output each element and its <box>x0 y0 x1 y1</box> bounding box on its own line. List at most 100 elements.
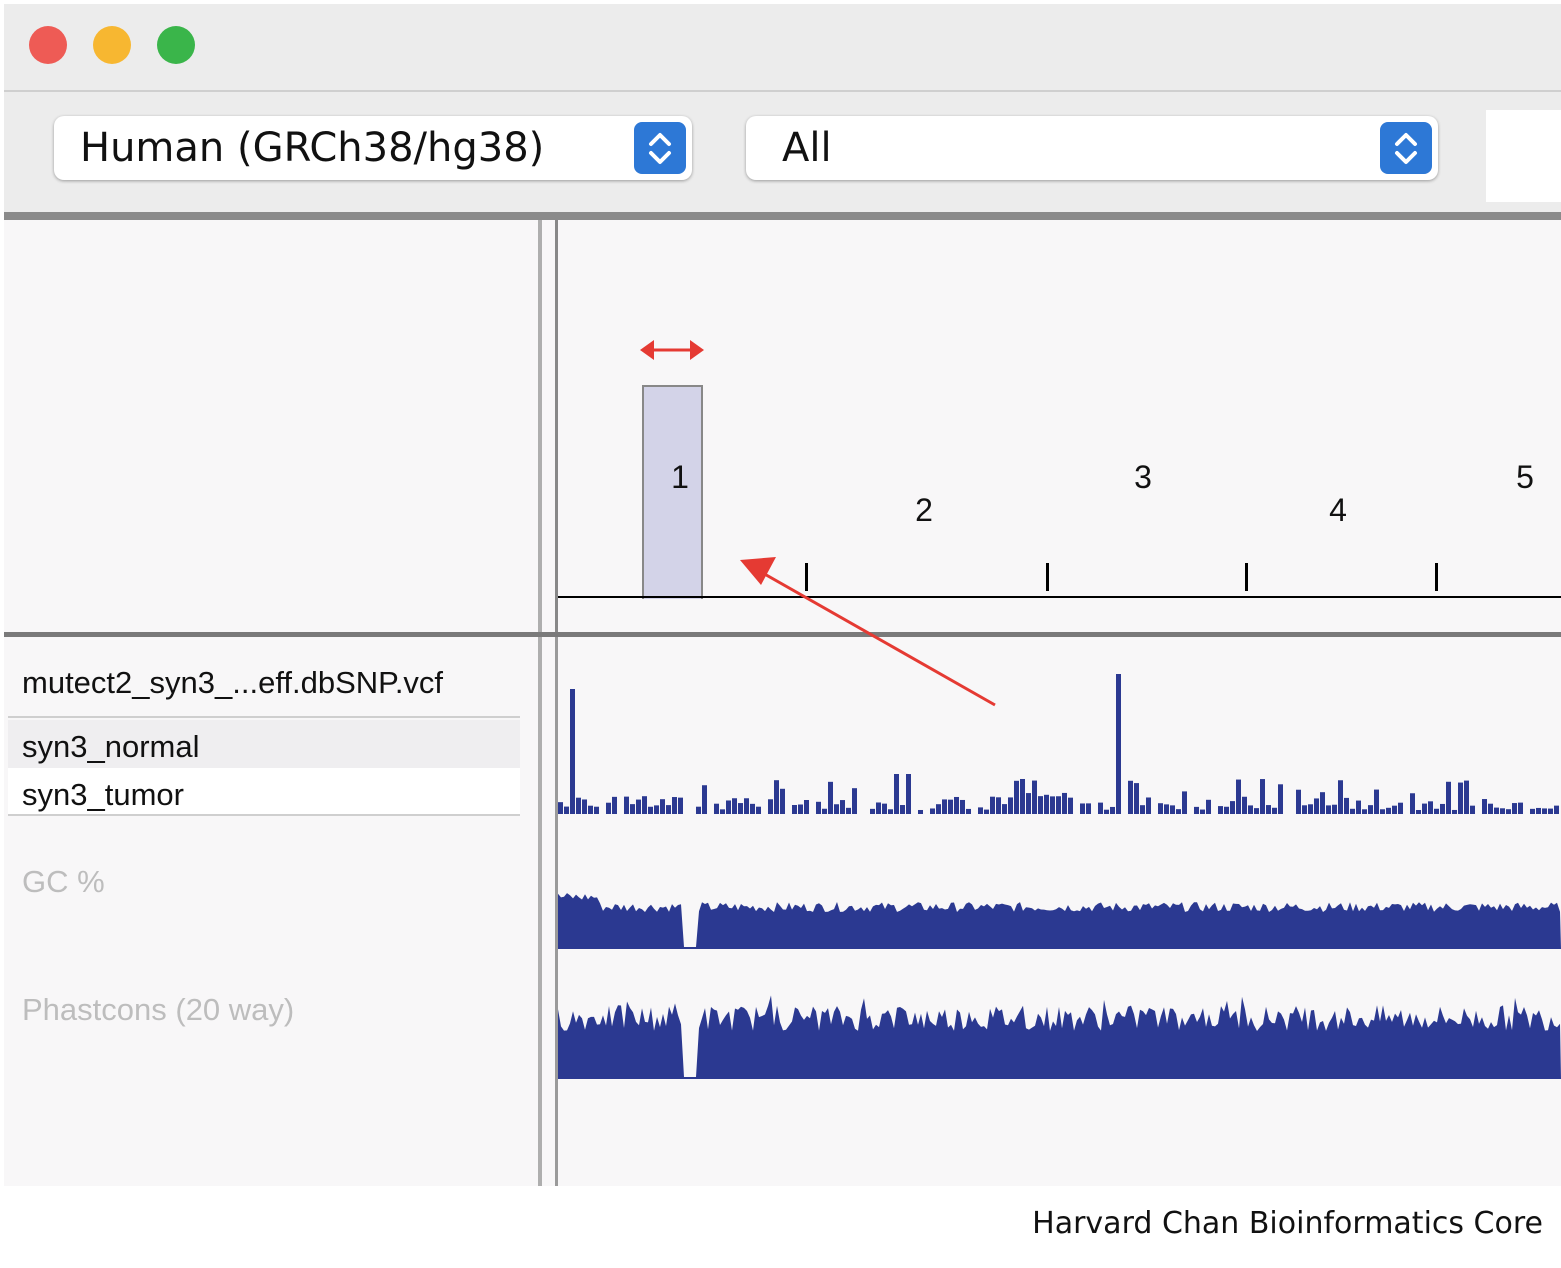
variant-density-bar <box>1026 793 1031 814</box>
chromosome-label[interactable]: 1 <box>671 459 689 495</box>
variant-density-bar <box>1002 804 1007 814</box>
panel-divider <box>555 637 558 1186</box>
locus-search-input[interactable] <box>1486 110 1561 202</box>
ideogram-divider[interactable] <box>4 632 1561 637</box>
variant-density-bar <box>942 799 947 814</box>
variant-density-bar <box>954 796 959 814</box>
toolbar-divider <box>4 212 1561 220</box>
panel-divider[interactable] <box>538 220 542 632</box>
variant-density-bar <box>1266 805 1271 814</box>
variant-density-bar <box>612 796 617 814</box>
chromosome-label[interactable]: 2 <box>915 492 933 528</box>
variant-density-bar <box>750 803 755 814</box>
variant-density-bar <box>1080 803 1085 814</box>
phastcons-profile <box>558 995 1561 1079</box>
ideogram-baseline <box>558 596 1561 598</box>
chromosome-select[interactable]: All <box>746 116 1438 180</box>
variant-density-bar <box>1422 803 1427 814</box>
variant-density-bar <box>720 809 725 814</box>
variant-density-bar <box>888 809 893 814</box>
variant-density-bar <box>1242 796 1247 814</box>
variant-density-bar <box>1464 780 1469 814</box>
variant-density-bar <box>798 804 803 814</box>
attribute-panel <box>542 637 555 1186</box>
track-separator <box>8 716 520 718</box>
chevron-updown-icon[interactable] <box>1380 122 1432 174</box>
gc-track-name[interactable]: GC % <box>22 864 105 899</box>
genome-select[interactable]: Human (GRCh38/hg38) <box>54 116 692 180</box>
annotation-overlay <box>640 340 996 707</box>
variant-density-bar <box>894 774 899 814</box>
sample-row-tumor[interactable]: syn3_tumor <box>8 768 520 816</box>
variant-density-bar <box>630 804 635 814</box>
gc-content-profile <box>558 893 1561 949</box>
variant-density-bar <box>636 799 641 814</box>
variant-density-bar <box>1194 806 1199 814</box>
variant-density-bar <box>582 799 587 814</box>
panel-divider <box>555 220 558 632</box>
panel-divider[interactable] <box>538 637 542 1186</box>
variant-density-bar <box>1458 782 1463 814</box>
zoom-window-button[interactable] <box>157 26 195 64</box>
variant-density-bar <box>1020 778 1025 814</box>
variant-density-bar <box>918 809 923 814</box>
variant-density-bar <box>822 808 827 814</box>
variant-density-bar <box>648 806 653 814</box>
double-arrow-icon <box>640 340 704 360</box>
track-separator <box>8 814 520 816</box>
variant-density-bar <box>1110 806 1115 814</box>
phastcons-track[interactable] <box>558 989 1561 1079</box>
minimize-window-button[interactable] <box>93 26 131 64</box>
variant-density-bar <box>564 806 569 814</box>
variant-density-bar <box>1260 779 1265 814</box>
variant-density-bar <box>678 797 683 814</box>
variant-density-bar <box>1386 807 1391 814</box>
variant-density-bar <box>738 803 743 814</box>
variant-density-bar <box>1050 796 1055 814</box>
variant-density-bar <box>1248 805 1253 814</box>
variant-density-bar <box>1098 802 1103 814</box>
phastcons-track-name[interactable]: Phastcons (20 way) <box>22 992 295 1027</box>
variant-density-bar <box>876 802 881 814</box>
variant-density-bar <box>1008 797 1013 814</box>
variant-density-bar <box>1506 809 1511 814</box>
variant-density-bar <box>1170 805 1175 814</box>
variant-density-bar <box>1206 799 1211 814</box>
variant-density-bar <box>1332 804 1337 814</box>
variant-density-bar <box>1326 805 1331 814</box>
variant-density-bar <box>882 803 887 814</box>
sample-name: syn3_normal <box>22 729 200 764</box>
variant-density-bar <box>1374 789 1379 814</box>
variant-density-bar <box>1554 805 1559 814</box>
variant-density-bar <box>1140 805 1145 814</box>
variant-density-bar <box>1470 805 1475 814</box>
variant-density-bar <box>816 801 821 814</box>
variant-density-bar <box>1314 798 1319 814</box>
title-bar <box>4 4 1561 90</box>
variant-density-bar <box>570 689 575 814</box>
variant-density-bar <box>1512 803 1517 814</box>
variant-density-bar <box>1116 674 1121 814</box>
ideogram-name-panel <box>4 220 538 632</box>
igv-window: Human (GRCh38/hg38) All 1 2 3 4 5 <box>4 4 1561 1186</box>
variant-density-bar <box>732 798 737 814</box>
chromosome-select-value: All <box>782 125 832 171</box>
variant-density-bar <box>660 799 665 814</box>
vcf-track-name[interactable]: mutect2_syn3_...eff.dbSNP.vcf <box>22 665 444 700</box>
vcf-variant-density-track[interactable] <box>558 664 1561 814</box>
variant-density-bar <box>1440 803 1445 814</box>
chromosome-label[interactable]: 4 <box>1329 492 1347 528</box>
chevron-updown-icon[interactable] <box>634 122 686 174</box>
chromosome-label[interactable]: 5 <box>1516 459 1534 495</box>
close-window-button[interactable] <box>29 26 67 64</box>
variant-density-bar <box>1362 809 1367 814</box>
variant-density-bar <box>984 809 989 814</box>
variant-density-bar <box>990 796 995 814</box>
ideogram-panel[interactable] <box>558 220 1561 632</box>
chromosome-label[interactable]: 3 <box>1134 459 1152 495</box>
chromosome-1-highlight[interactable] <box>642 385 703 599</box>
variant-density-bar <box>1056 796 1061 814</box>
variant-density-bar <box>1530 808 1535 814</box>
sample-row-normal[interactable]: syn3_normal <box>8 720 520 768</box>
gc-content-track[interactable] <box>558 879 1561 949</box>
